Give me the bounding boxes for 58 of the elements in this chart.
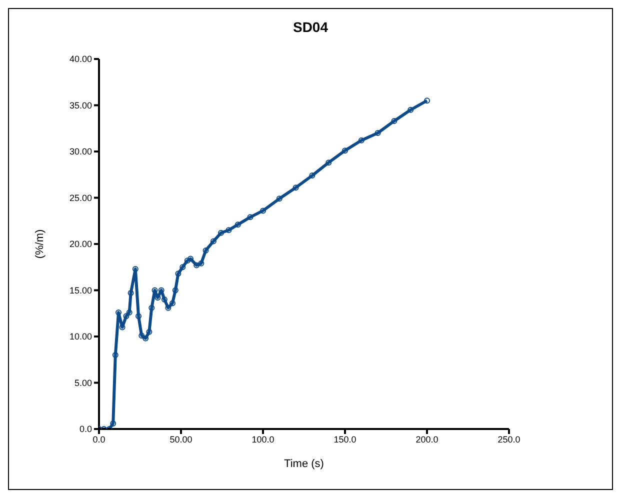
point [218,230,224,236]
point [342,148,348,154]
point [309,172,316,179]
point [326,160,332,166]
point [172,287,178,294]
x-tick-label: 150.0 [334,434,356,444]
point [110,420,116,426]
y-tick-label: 35.00 [69,100,92,110]
point [169,300,176,306]
point [292,184,299,191]
point [126,309,132,316]
point [165,304,172,311]
chart-title: SD04 [292,19,330,37]
point [210,238,216,244]
y-tick-label: 10.00 [69,332,92,342]
line-series [99,98,430,429]
y-tick-label: 30.00 [69,146,92,157]
point [184,258,190,264]
y-tick-label: 15.00 [69,285,92,296]
point [408,106,414,113]
point [188,256,194,262]
x-tick-label: 200.0 [416,434,438,444]
x-tick-label: 100.0 [252,434,274,444]
point [116,309,122,316]
point [202,247,209,254]
x-tick-label: 250.0 [498,434,520,444]
point [136,313,142,320]
x-tick-label: 50.00 [170,434,192,444]
point [123,313,130,320]
point [138,332,145,339]
point [112,352,118,358]
point [260,208,266,214]
point [234,222,241,228]
point [175,270,182,277]
point [194,262,200,268]
point [226,227,232,234]
y-tick-label: 0.0 [79,424,92,434]
point [142,335,149,342]
point [198,260,204,266]
point [148,304,155,311]
y-axis-title: (%/m) [34,229,46,259]
y-tick-label: 40.00 [69,54,92,64]
point [132,266,138,272]
point [146,328,152,335]
point [391,118,398,124]
point [358,137,364,144]
point [128,290,134,296]
point [276,196,282,202]
x-axis-title: Time (s) [284,458,324,470]
point [424,98,430,104]
x-tick-label: 0.0 [92,434,106,444]
point [180,264,186,270]
point [247,214,254,220]
point [374,130,381,136]
point [161,296,168,302]
y-tick-label: 5.00 [74,378,92,388]
y-tick-label: 20.00 [69,239,92,250]
y-tick-label: 25.00 [69,192,92,203]
